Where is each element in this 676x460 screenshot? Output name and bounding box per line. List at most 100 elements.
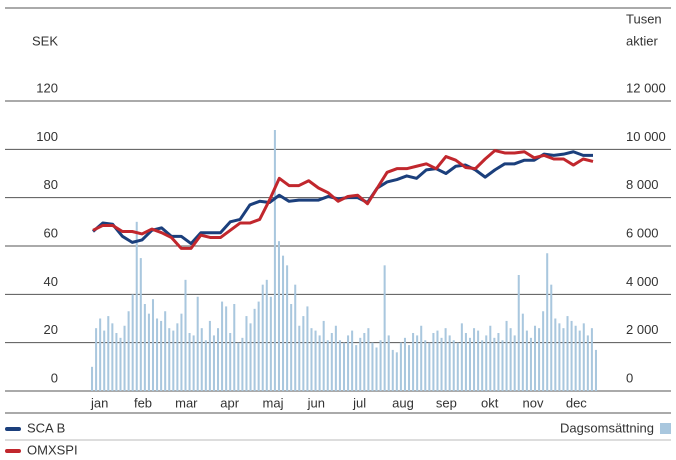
volume-bar (436, 330, 439, 391)
volume-bar (391, 349, 394, 391)
volume-bar (371, 342, 374, 391)
x-tick-label: jun (307, 395, 325, 410)
volume-bar (367, 328, 370, 391)
volume-bar (229, 333, 232, 391)
volume-bar (468, 337, 471, 391)
volume-bar (326, 340, 329, 391)
volume-bar (590, 328, 593, 391)
volume-bar (521, 313, 524, 391)
x-tick-label: mar (175, 395, 198, 410)
y-tick-label: 60 (44, 225, 58, 240)
price-line (92, 149, 594, 250)
volume-bar (562, 328, 565, 391)
volume-bar (566, 316, 569, 391)
volume-bar (156, 318, 159, 391)
y2-tick-label: 12 000 (626, 80, 666, 95)
y-tick-label: 0 (51, 370, 58, 385)
volume-bar (233, 304, 236, 391)
volume-bar (115, 333, 118, 391)
volume-bar (314, 330, 317, 391)
volume-bar (95, 328, 98, 391)
volume-bar (330, 333, 333, 391)
volume-bar (403, 337, 406, 391)
volume-bar (261, 284, 264, 391)
volume-bar (160, 320, 163, 391)
volume-bar (347, 335, 350, 391)
y-tick-label: 20 (44, 322, 58, 337)
volume-bar (143, 304, 146, 391)
volume-bar (147, 313, 150, 391)
volume-bar (127, 311, 130, 391)
volume-bar (513, 335, 516, 391)
volume-bar (277, 241, 280, 391)
volume-bar (363, 333, 366, 391)
volume-bar (119, 337, 122, 391)
volume-bar (460, 323, 463, 391)
y2-tick-label: 4 000 (626, 274, 659, 289)
volume-bar (570, 320, 573, 391)
volume-bar (550, 284, 553, 391)
y-tick-label: 40 (44, 274, 58, 289)
volume-bar (432, 333, 435, 391)
volume-bar (290, 304, 293, 391)
y2-axis-label: aktier (626, 33, 658, 48)
volume-bar (464, 333, 467, 391)
y-tick-label: 100 (36, 129, 58, 144)
volume-bar (359, 337, 362, 391)
volume-bar (501, 340, 504, 391)
volume-bar (505, 320, 508, 391)
volume-bar (99, 318, 102, 391)
volume-bar (351, 330, 354, 391)
volume-bar (408, 345, 411, 391)
volume-bar (310, 328, 313, 391)
volume-bar (151, 299, 155, 391)
volume-bar (306, 306, 309, 391)
x-tick-label: aug (392, 395, 414, 410)
volume-bar (481, 340, 484, 391)
volume-bar (428, 342, 431, 391)
volume-bar (241, 337, 244, 391)
x-tick-label: maj (263, 395, 284, 410)
volume-bar (192, 335, 195, 391)
volume-bar (473, 328, 476, 391)
volume-bar (379, 340, 382, 391)
volume-bar (135, 221, 138, 391)
volume-bar (257, 301, 260, 391)
volume-bar (253, 308, 256, 391)
legend-label: Dagsomsättning (560, 420, 654, 435)
volume-bar (586, 335, 589, 391)
y-tick-label: 80 (44, 177, 58, 192)
volume-bar (387, 335, 390, 391)
volume-bar (282, 255, 285, 391)
volume-bar (334, 325, 337, 391)
volume-bar (452, 340, 455, 391)
volume-bar (440, 337, 443, 391)
volume-bar (420, 325, 423, 391)
volume-bar (294, 284, 297, 391)
volume-bar (338, 340, 341, 391)
volume-bar (269, 296, 272, 391)
volume-bar (485, 335, 488, 391)
legend-label: OMXSPI (27, 442, 78, 457)
volume-bar (546, 253, 549, 391)
volume-bar (245, 316, 248, 391)
volume-bar (399, 342, 402, 391)
volume-bar (355, 345, 358, 391)
y-tick-label: 120 (36, 80, 58, 95)
volume-bar (416, 335, 419, 391)
volume-bar (196, 296, 199, 391)
volume-bar (554, 318, 557, 391)
y2-tick-label: 0 (626, 370, 633, 385)
volume-bar (111, 323, 114, 391)
volume-bar (456, 342, 459, 391)
volume-bar (578, 330, 581, 391)
volume-bar (395, 352, 398, 391)
volume-bar (212, 335, 215, 391)
x-tick-label: dec (566, 395, 587, 410)
volume-bar (139, 258, 142, 391)
x-tick-label: sep (436, 395, 457, 410)
volume-bar (286, 265, 289, 391)
y2-axis-label: Tusen (626, 11, 662, 26)
volume-bar (249, 323, 252, 391)
volume-bar (342, 342, 346, 391)
